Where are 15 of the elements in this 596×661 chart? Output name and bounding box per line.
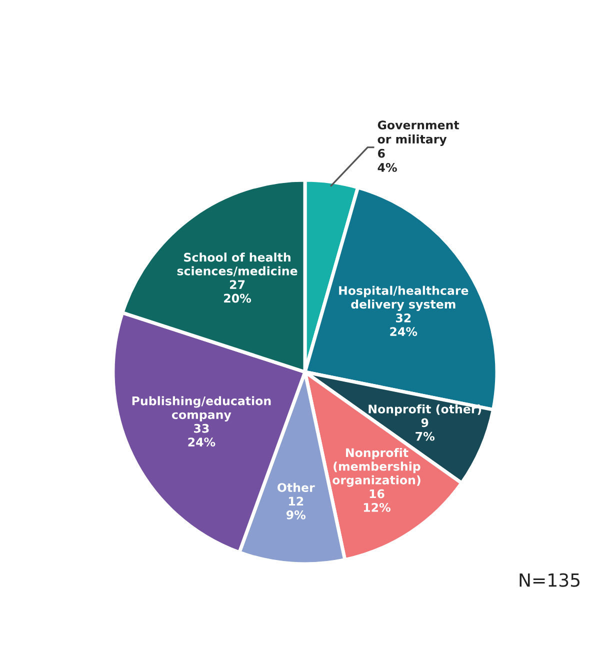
data-label: 32 24% — [390, 313, 418, 336]
slice-label: Nonprofit (other) — [368, 404, 482, 416]
slice-label: Nonprofit (membership organization) — [332, 448, 420, 487]
data-label: 27 20% — [224, 280, 252, 303]
slice-label: Hospital/healthcare delivery system — [339, 286, 468, 312]
text: N=135 — [520, 573, 580, 587]
data-label: 9 7% — [416, 418, 435, 441]
slice-label: Government or military — [378, 120, 460, 146]
data-label: 16 12% — [364, 489, 390, 512]
slice-label: Other — [278, 482, 315, 492]
data-label: 33 24% — [188, 424, 216, 447]
data-label: 6 4% — [378, 148, 397, 172]
slice-label: Publishing/education company — [132, 396, 271, 422]
slice-label: School of health sciences/medicine — [177, 252, 298, 276]
data-label: 12 9% — [286, 496, 306, 520]
